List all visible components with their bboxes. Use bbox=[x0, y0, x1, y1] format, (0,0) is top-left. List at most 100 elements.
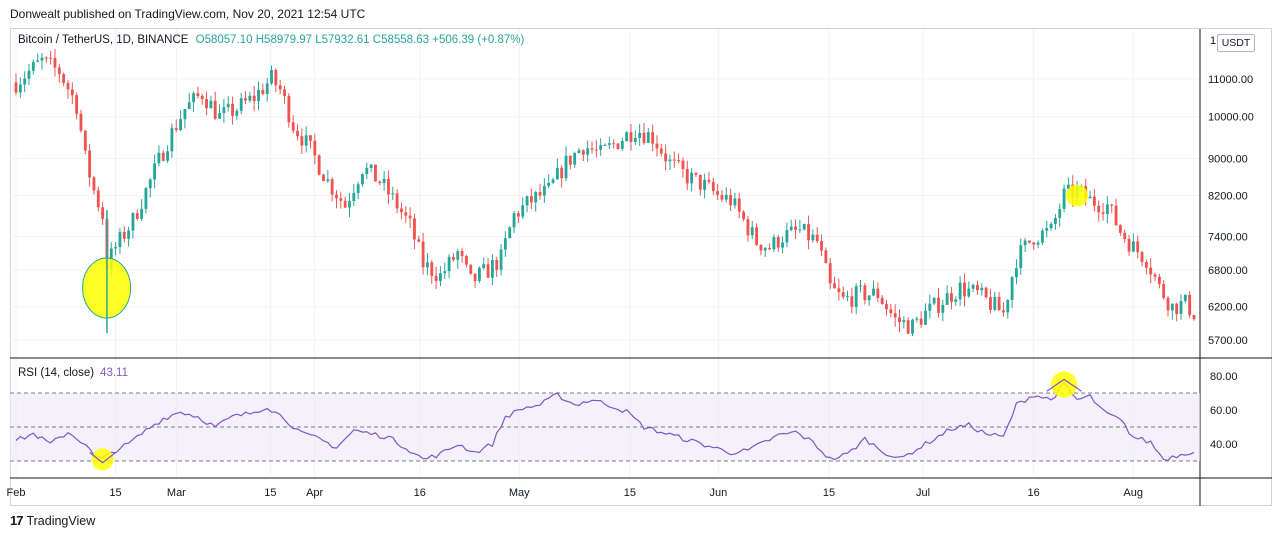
candle-body[interactable] bbox=[1140, 252, 1144, 263]
candle-body[interactable] bbox=[426, 262, 429, 268]
candle-body[interactable] bbox=[317, 155, 321, 175]
candle-body[interactable] bbox=[612, 143, 616, 145]
candle-body[interactable] bbox=[413, 218, 416, 240]
candle-body[interactable] bbox=[161, 152, 165, 161]
candle-body[interactable] bbox=[724, 194, 728, 200]
candle-body[interactable] bbox=[408, 215, 412, 219]
candle-body[interactable] bbox=[898, 317, 901, 323]
candle-body[interactable] bbox=[529, 196, 533, 203]
candle-body[interactable] bbox=[1149, 267, 1153, 275]
candle-body[interactable] bbox=[265, 83, 269, 94]
candle-body[interactable] bbox=[192, 93, 195, 103]
candle-body[interactable] bbox=[824, 250, 828, 264]
candle-body[interactable] bbox=[785, 230, 789, 243]
candle-body[interactable] bbox=[668, 159, 672, 162]
candle-body[interactable] bbox=[798, 229, 802, 231]
candle-body[interactable] bbox=[599, 145, 603, 150]
candle-body[interactable] bbox=[581, 150, 585, 155]
candle-body[interactable] bbox=[906, 320, 910, 334]
candle-body[interactable] bbox=[1041, 230, 1044, 243]
candle-body[interactable] bbox=[820, 241, 823, 251]
candle-body[interactable] bbox=[902, 320, 906, 323]
candle-body[interactable] bbox=[1045, 228, 1049, 231]
candle-body[interactable] bbox=[179, 119, 182, 130]
candle-body[interactable] bbox=[538, 192, 542, 196]
candle-body[interactable] bbox=[737, 198, 741, 212]
candle-body[interactable] bbox=[49, 57, 53, 59]
candle-body[interactable] bbox=[603, 144, 607, 146]
candle-body[interactable] bbox=[1183, 294, 1187, 301]
candle-body[interactable] bbox=[244, 98, 247, 101]
candle-body[interactable] bbox=[170, 128, 174, 152]
candle-body[interactable] bbox=[607, 143, 611, 145]
candle-body[interactable] bbox=[495, 259, 499, 270]
candle-body[interactable] bbox=[283, 89, 286, 97]
candle-body[interactable] bbox=[1006, 299, 1010, 313]
candle-body[interactable] bbox=[642, 132, 646, 143]
candle-body[interactable] bbox=[989, 297, 992, 310]
candle-body[interactable] bbox=[746, 219, 750, 236]
candle-body[interactable] bbox=[685, 169, 689, 184]
candle-body[interactable] bbox=[382, 178, 386, 184]
candle-body[interactable] bbox=[1019, 245, 1023, 269]
candle-body[interactable] bbox=[967, 288, 971, 297]
candle-body[interactable] bbox=[1058, 208, 1062, 218]
candle-body[interactable] bbox=[789, 226, 793, 231]
candle-body[interactable] bbox=[122, 231, 126, 239]
candle-body[interactable] bbox=[490, 259, 494, 278]
candle-body[interactable] bbox=[1175, 303, 1179, 314]
candle-body[interactable] bbox=[348, 200, 351, 208]
candle-body[interactable] bbox=[811, 234, 815, 241]
candle-body[interactable] bbox=[486, 264, 490, 278]
candle-body[interactable] bbox=[31, 61, 35, 71]
candle-body[interactable] bbox=[157, 152, 161, 164]
rsi-label[interactable]: RSI (14, close) bbox=[18, 367, 95, 379]
candle-body[interactable] bbox=[183, 109, 187, 120]
candle-body[interactable] bbox=[560, 167, 564, 179]
candle-body[interactable] bbox=[257, 89, 260, 102]
candle-body[interactable] bbox=[776, 236, 780, 248]
candle-body[interactable] bbox=[499, 249, 503, 270]
candle-body[interactable] bbox=[646, 132, 650, 143]
candle-body[interactable] bbox=[1097, 205, 1101, 213]
candle-body[interactable] bbox=[222, 107, 226, 113]
candle-body[interactable] bbox=[1049, 223, 1053, 229]
candle-body[interactable] bbox=[417, 239, 421, 242]
candle-body[interactable] bbox=[1131, 241, 1135, 252]
candle-body[interactable] bbox=[482, 264, 486, 269]
candle-body[interactable] bbox=[378, 181, 382, 184]
candle-body[interactable] bbox=[166, 151, 169, 161]
candle-body[interactable] bbox=[40, 57, 44, 61]
candle-body[interactable] bbox=[815, 234, 819, 242]
candle-body[interactable] bbox=[404, 212, 408, 216]
candle-body[interactable] bbox=[664, 153, 668, 162]
candle-body[interactable] bbox=[850, 296, 854, 307]
candle-body[interactable] bbox=[452, 256, 455, 260]
candle-body[interactable] bbox=[954, 299, 958, 302]
candle-body[interactable] bbox=[205, 99, 208, 109]
candle-body[interactable] bbox=[872, 288, 875, 296]
candle-body[interactable] bbox=[677, 160, 681, 162]
candle-body[interactable] bbox=[542, 185, 546, 196]
candle-body[interactable] bbox=[564, 155, 568, 179]
candle-body[interactable] bbox=[1153, 274, 1157, 277]
candle-body[interactable] bbox=[698, 174, 702, 190]
candle-body[interactable] bbox=[23, 78, 27, 85]
candle-body[interactable] bbox=[235, 110, 239, 116]
candle-body[interactable] bbox=[1192, 315, 1196, 320]
candle-body[interactable] bbox=[304, 135, 308, 146]
candle-body[interactable] bbox=[335, 194, 338, 199]
candle-body[interactable] bbox=[625, 132, 629, 142]
candle-body[interactable] bbox=[1002, 310, 1005, 313]
candle-body[interactable] bbox=[846, 296, 849, 298]
candle-body[interactable] bbox=[274, 70, 278, 86]
candle-body[interactable] bbox=[945, 293, 949, 305]
candle-body[interactable] bbox=[1166, 297, 1170, 311]
candle-body[interactable] bbox=[1157, 276, 1161, 284]
candle-body[interactable] bbox=[586, 148, 590, 155]
candle-body[interactable] bbox=[950, 293, 953, 302]
candle-body[interactable] bbox=[525, 196, 529, 206]
candle-body[interactable] bbox=[18, 84, 22, 93]
candle-body[interactable] bbox=[1123, 232, 1127, 240]
